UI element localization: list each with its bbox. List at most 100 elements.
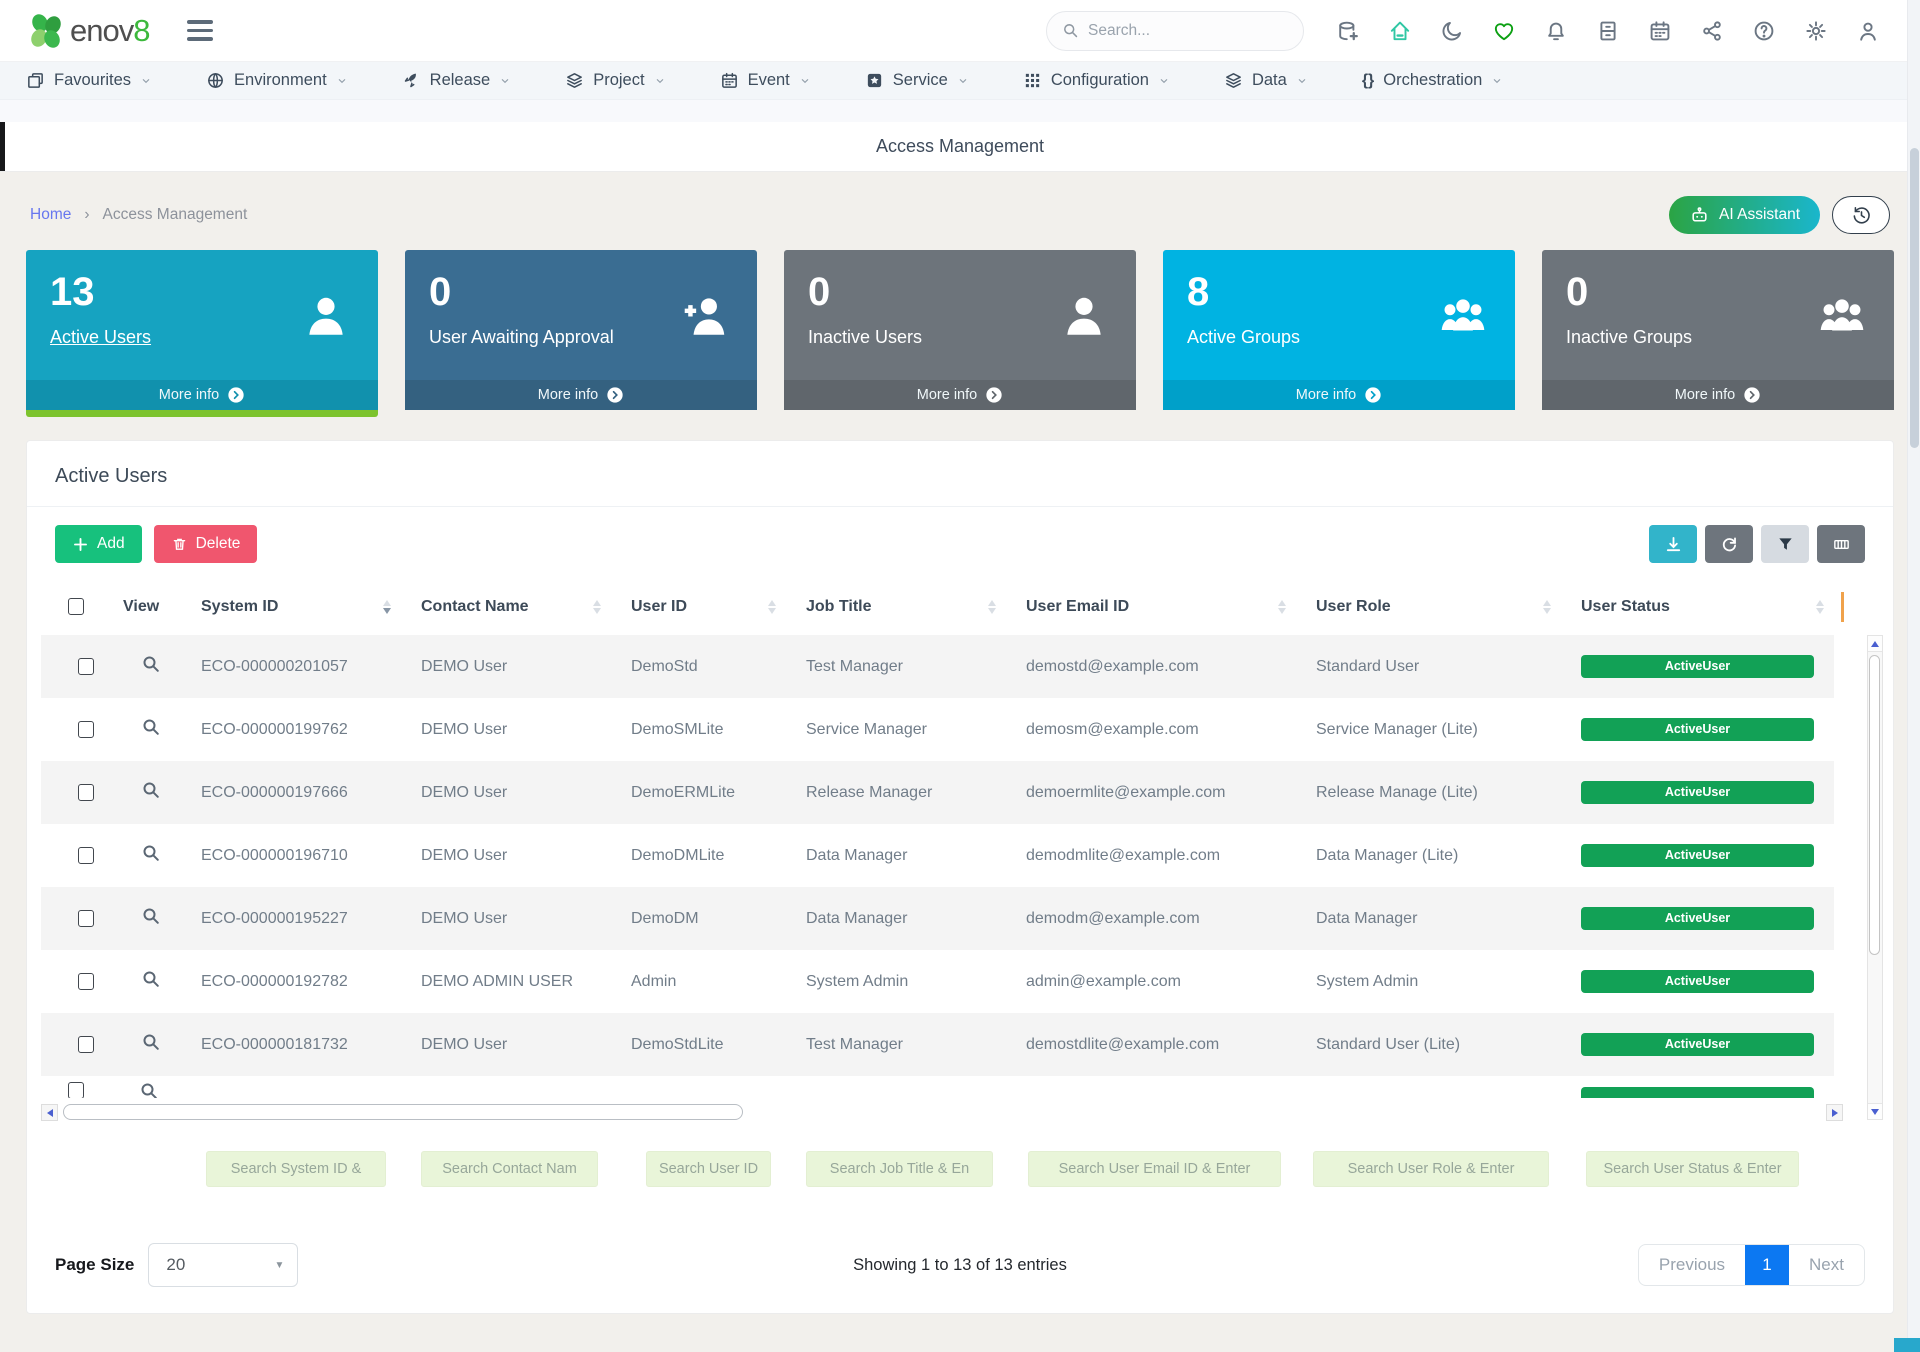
export-download-button[interactable] bbox=[1649, 525, 1697, 563]
more-info-link[interactable]: More info bbox=[1163, 380, 1515, 410]
more-info-link[interactable]: More info bbox=[1542, 380, 1894, 410]
nav-item-release[interactable]: Release bbox=[402, 71, 512, 90]
view-row-button[interactable] bbox=[131, 717, 161, 742]
nav-item-configuration[interactable]: Configuration bbox=[1023, 71, 1170, 90]
row-checkbox[interactable] bbox=[68, 1082, 84, 1098]
vertical-scroll-thumb[interactable] bbox=[1869, 655, 1880, 955]
page-title: Access Management bbox=[875, 136, 1045, 156]
column-search-input[interactable] bbox=[206, 1151, 386, 1187]
page-size-select[interactable]: 20 ▼ bbox=[148, 1243, 299, 1287]
column-header-user-role[interactable]: User Role bbox=[1296, 579, 1561, 635]
select-all-checkbox[interactable] bbox=[68, 598, 84, 616]
current-page-button[interactable]: 1 bbox=[1745, 1245, 1790, 1285]
view-row-button[interactable] bbox=[131, 1032, 161, 1057]
more-info-link[interactable]: More info bbox=[26, 380, 378, 410]
calendar-icon bbox=[720, 71, 739, 90]
filter-button[interactable] bbox=[1761, 525, 1809, 563]
favourites-heart-icon[interactable] bbox=[1492, 19, 1516, 43]
nav-item-environment[interactable]: Environment bbox=[206, 71, 348, 90]
column-search-input[interactable] bbox=[646, 1151, 771, 1187]
sort-icon[interactable] bbox=[988, 600, 996, 614]
view-row-button[interactable] bbox=[131, 906, 161, 931]
column-search-input[interactable] bbox=[1586, 1151, 1799, 1187]
table-horizontal-scrollbar[interactable] bbox=[41, 1104, 1843, 1121]
previous-page-button[interactable]: Previous bbox=[1658, 1255, 1726, 1274]
more-info-link[interactable]: More info bbox=[784, 380, 1136, 410]
page-scroll-thumb[interactable] bbox=[1910, 148, 1919, 448]
row-checkbox[interactable] bbox=[78, 1035, 94, 1053]
stat-card-active-groups: 8 Active Groups More info bbox=[1163, 250, 1515, 410]
add-button[interactable]: Add bbox=[55, 525, 142, 563]
history-button[interactable] bbox=[1832, 196, 1890, 234]
view-row-button[interactable] bbox=[131, 654, 161, 679]
nav-item-project[interactable]: Project bbox=[565, 71, 665, 90]
sort-icon[interactable] bbox=[1278, 600, 1286, 614]
column-header-job-title[interactable]: Job Title bbox=[786, 579, 1006, 635]
row-checkbox[interactable] bbox=[78, 657, 94, 675]
delete-button[interactable]: Delete bbox=[153, 525, 258, 563]
view-row-button[interactable] bbox=[131, 843, 161, 868]
share-icon[interactable] bbox=[1700, 19, 1724, 43]
sort-icon[interactable] bbox=[1816, 600, 1824, 614]
sort-icon[interactable] bbox=[593, 600, 601, 614]
page-vertical-scrollbar[interactable] bbox=[1907, 0, 1920, 1352]
column-header-user-id[interactable]: User ID bbox=[611, 579, 786, 635]
horizontal-scroll-thumb[interactable] bbox=[63, 1104, 743, 1120]
nav-item-label: Environment bbox=[234, 71, 327, 89]
table-vertical-scrollbar[interactable] bbox=[1867, 635, 1883, 1120]
view-row-button[interactable] bbox=[129, 1081, 159, 1098]
nav-item-favourites[interactable]: Favourites bbox=[26, 71, 152, 90]
view-row-button[interactable] bbox=[131, 780, 161, 805]
nav-item-orchestration[interactable]: {} Orchestration bbox=[1362, 71, 1504, 90]
next-page-button[interactable]: Next bbox=[1809, 1255, 1844, 1274]
archive-icon[interactable] bbox=[1596, 19, 1620, 43]
home-icon[interactable] bbox=[1388, 19, 1412, 43]
row-checkbox[interactable] bbox=[78, 846, 94, 864]
row-checkbox[interactable] bbox=[78, 909, 94, 927]
help-icon[interactable] bbox=[1752, 19, 1776, 43]
column-header-user-status[interactable]: User Status bbox=[1561, 579, 1834, 635]
view-row-button[interactable] bbox=[131, 969, 161, 994]
settings-icon[interactable] bbox=[1804, 19, 1828, 43]
more-info-link[interactable]: More info bbox=[405, 380, 757, 410]
breadcrumb-home-link[interactable]: Home bbox=[30, 206, 72, 223]
row-checkbox[interactable] bbox=[78, 783, 94, 801]
search-input[interactable] bbox=[1088, 21, 1288, 40]
row-checkbox[interactable] bbox=[78, 720, 94, 738]
ai-assistant-button[interactable]: AI Assistant bbox=[1669, 196, 1820, 234]
page-size-label: Page Size bbox=[55, 1255, 135, 1274]
row-checkbox[interactable] bbox=[78, 972, 94, 990]
column-search-input[interactable] bbox=[1313, 1151, 1549, 1187]
scroll-down-button[interactable] bbox=[1868, 1103, 1882, 1119]
brand-logo[interactable]: enov8 bbox=[26, 11, 151, 51]
column-header-system-id[interactable]: System ID bbox=[181, 579, 401, 635]
cell-user-email: demodmlite@example.com bbox=[1026, 846, 1221, 864]
column-search-input[interactable] bbox=[1028, 1151, 1281, 1187]
data-add-icon[interactable] bbox=[1336, 19, 1360, 43]
columns-button[interactable] bbox=[1817, 525, 1865, 563]
column-search-input[interactable] bbox=[421, 1151, 598, 1187]
scroll-up-button[interactable] bbox=[1868, 636, 1882, 652]
trash-icon bbox=[173, 538, 185, 550]
sort-icon[interactable] bbox=[383, 600, 391, 614]
nav-item-service[interactable]: Service bbox=[865, 71, 969, 90]
cell-contact-name: DEMO User bbox=[421, 657, 508, 675]
notifications-icon[interactable] bbox=[1544, 19, 1568, 43]
calendar-icon[interactable] bbox=[1648, 19, 1672, 43]
nav-item-event[interactable]: Event bbox=[720, 71, 811, 90]
dark-mode-icon[interactable] bbox=[1440, 19, 1464, 43]
cell-user-id: DemoStd bbox=[631, 657, 698, 675]
scroll-right-button[interactable] bbox=[1826, 1104, 1843, 1121]
scroll-left-button[interactable] bbox=[41, 1104, 58, 1121]
column-header-user-email-id[interactable]: User Email ID bbox=[1006, 579, 1296, 635]
menu-toggle-icon[interactable] bbox=[187, 20, 214, 41]
sort-icon[interactable] bbox=[1543, 600, 1551, 614]
circle-arrow-icon bbox=[227, 386, 245, 404]
profile-icon[interactable] bbox=[1856, 19, 1880, 43]
sort-icon[interactable] bbox=[768, 600, 776, 614]
column-header-contact-name[interactable]: Contact Name bbox=[401, 579, 611, 635]
nav-item-data[interactable]: Data bbox=[1224, 71, 1308, 90]
refresh-button[interactable] bbox=[1705, 525, 1753, 563]
column-search-input[interactable] bbox=[806, 1151, 993, 1187]
stat-label[interactable]: Active Users bbox=[50, 327, 152, 347]
